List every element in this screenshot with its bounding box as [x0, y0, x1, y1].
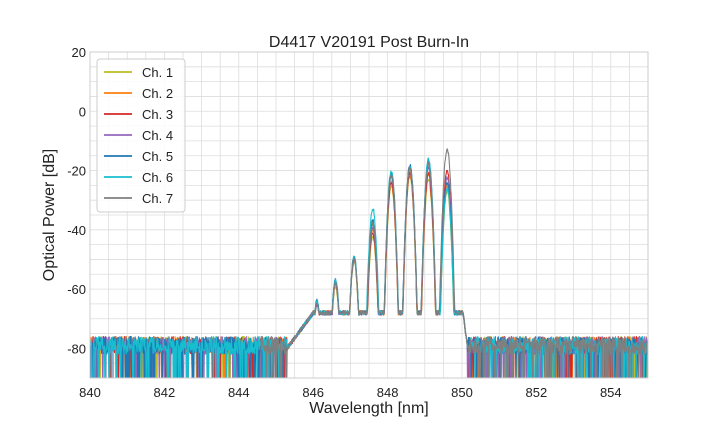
y-axis-label: Optical Power [dB]	[41, 149, 58, 282]
legend-label: Ch. 1	[142, 65, 173, 80]
x-tick-label: 840	[79, 385, 101, 400]
x-tick-labels: 840 842 844 846 848 850 852 854	[79, 385, 622, 400]
y-tick-labels: 20 0 -20 -40 -60 -80	[67, 45, 86, 356]
legend-label: Ch. 2	[142, 86, 173, 101]
x-axis-label: Wavelength [nm]	[309, 400, 428, 417]
series-line-ch-6	[90, 157, 648, 378]
y-tick-label: 0	[79, 104, 86, 119]
x-tick-label: 846	[302, 385, 324, 400]
legend-box	[96, 58, 186, 213]
legend-label: Ch. 4	[142, 128, 173, 143]
series-line-ch-7	[260, 148, 648, 378]
y-tick-label: -80	[67, 341, 86, 356]
x-tick-label: 852	[526, 385, 548, 400]
y-tick-label: -40	[67, 223, 86, 238]
x-tick-label: 844	[228, 385, 250, 400]
legend: Ch. 1 Ch. 2 Ch. 3 Ch. 4 Ch. 5 Ch. 6 Ch. 7	[96, 58, 186, 213]
plot-frame	[89, 51, 649, 379]
y-tick-label: -60	[67, 282, 86, 297]
x-tick-label: 850	[451, 385, 473, 400]
y-tick-label: -20	[67, 164, 86, 179]
legend-label: Ch. 5	[142, 149, 173, 164]
x-tick-label: 848	[377, 385, 399, 400]
plot-area	[90, 148, 648, 378]
y-tick-label: 20	[72, 45, 86, 60]
legend-label: Ch. 6	[142, 170, 173, 185]
chart-title: D4417 V20191 Post Burn-In	[269, 34, 469, 51]
x-tick-label: 854	[600, 385, 622, 400]
legend-label: Ch. 3	[142, 107, 173, 122]
x-tick-label: 842	[154, 385, 176, 400]
legend-label: Ch. 7	[142, 191, 173, 206]
